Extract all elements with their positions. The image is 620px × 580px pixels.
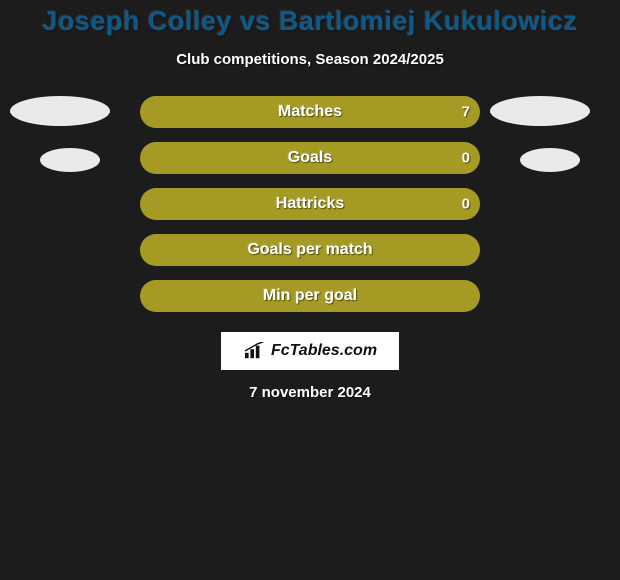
- stat-bar-segment: [140, 142, 310, 174]
- decorative-oval: [40, 148, 100, 172]
- stat-label: Goals: [288, 149, 332, 167]
- comparison-card: Joseph Colley vs Bartlomiej Kukulowicz C…: [0, 0, 620, 580]
- decorative-oval: [520, 148, 580, 172]
- date-label: 7 november 2024: [249, 384, 371, 401]
- stat-label: Matches: [278, 103, 342, 121]
- stat-label: Hattricks: [276, 195, 344, 213]
- stat-row: Matches 7: [140, 96, 480, 128]
- page-title: Joseph Colley vs Bartlomiej Kukulowicz: [42, 6, 577, 37]
- stat-bars: Matches 7 Goals 0 Hattricks 0 Goals per match M…: [140, 96, 480, 312]
- decorative-oval: [10, 96, 110, 126]
- subtitle: Club competitions, Season 2024/2025: [176, 51, 444, 68]
- stat-row: Hattricks 0: [140, 188, 480, 220]
- fctables-logo: FcTables.com: [221, 332, 399, 370]
- stat-row: Min per goal: [140, 280, 480, 312]
- stat-label: Goals per match: [247, 241, 372, 259]
- stat-value: 7: [462, 104, 470, 121]
- chart-area: Matches 7 Goals 0 Hattricks 0 Goals per match M…: [0, 96, 620, 312]
- stat-bar-segment: [310, 142, 480, 174]
- stat-row: Goals 0: [140, 142, 480, 174]
- stat-value: 0: [462, 150, 470, 167]
- decorative-oval: [490, 96, 590, 126]
- stat-value: 0: [462, 196, 470, 213]
- logo-text: FcTables.com: [271, 342, 377, 360]
- stat-row: Goals per match: [140, 234, 480, 266]
- stat-label: Min per goal: [263, 287, 357, 305]
- chart-icon: [243, 342, 265, 360]
